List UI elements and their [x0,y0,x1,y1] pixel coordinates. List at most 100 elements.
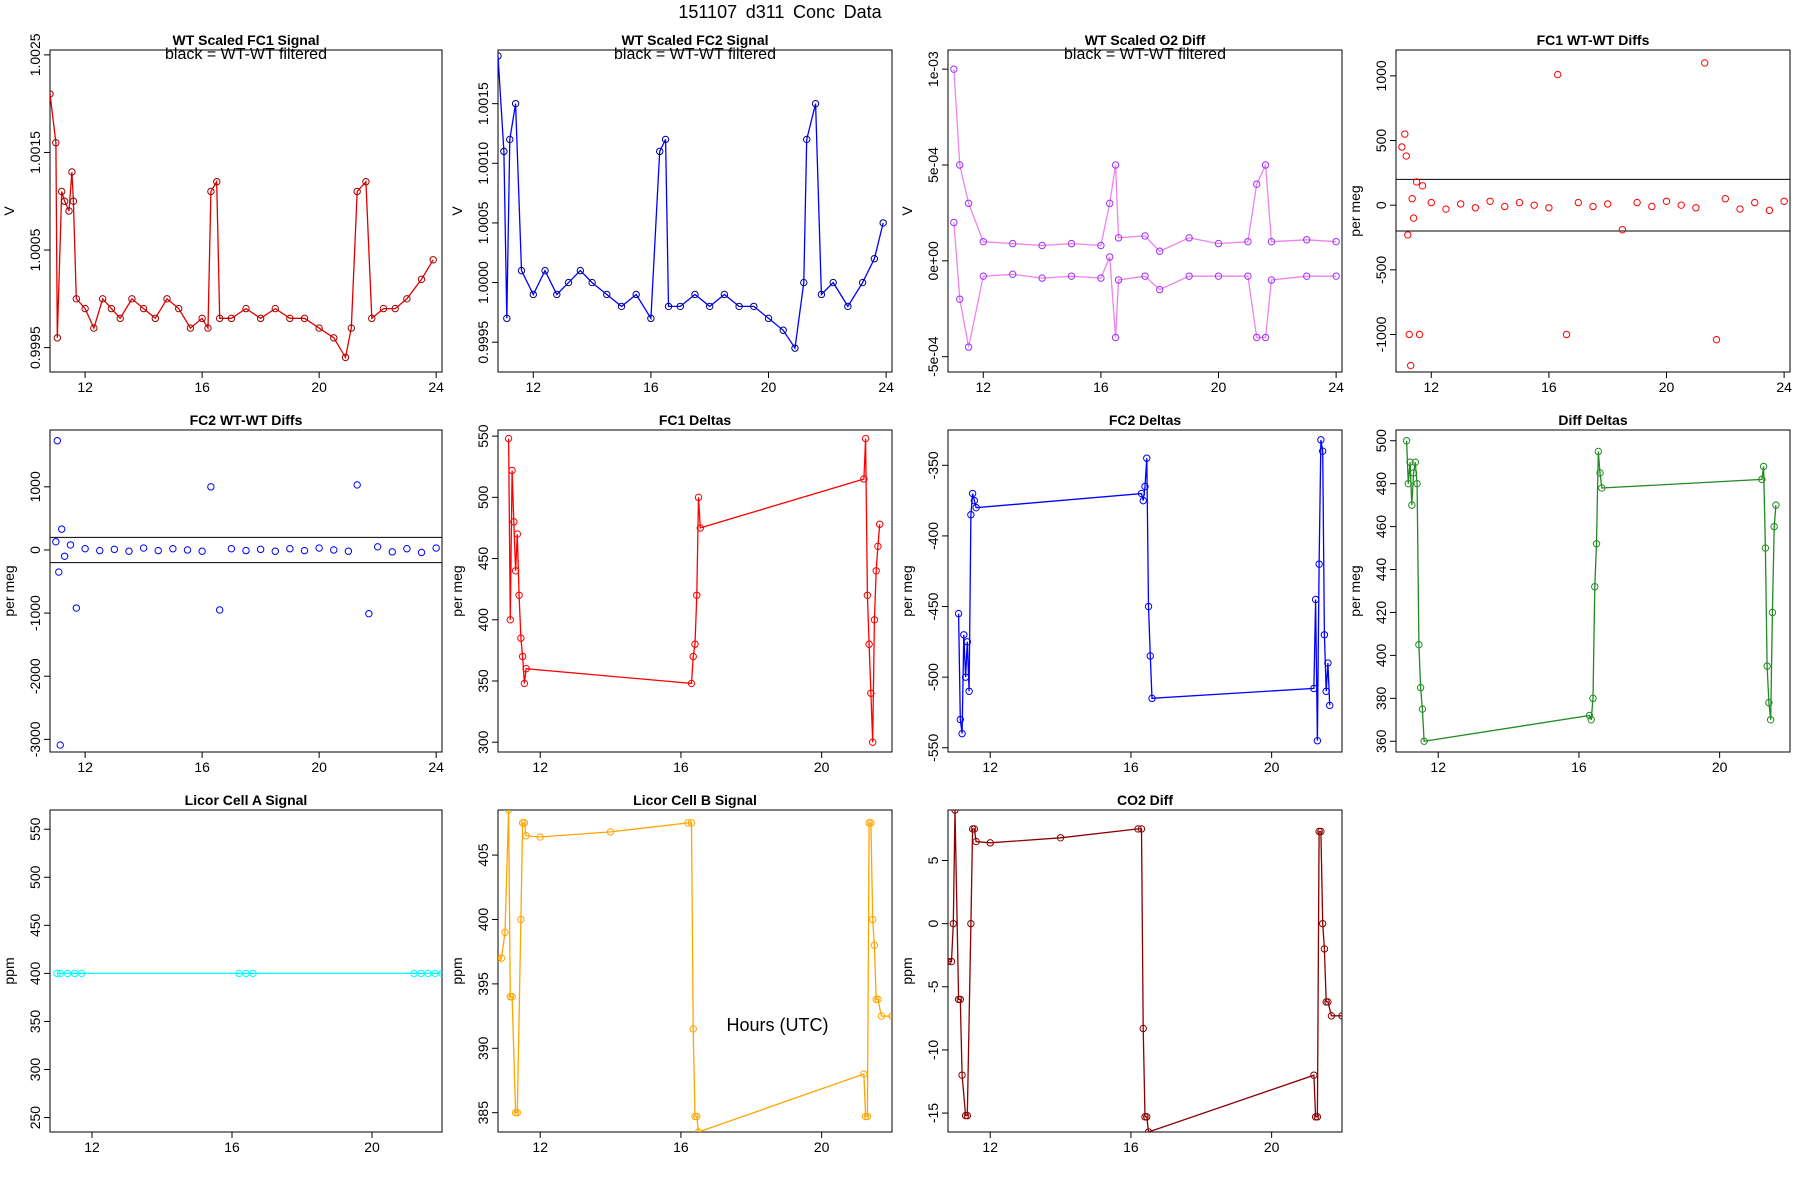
data-point [1411,458,1420,466]
data-point [860,475,868,483]
x-tick-label: 12 [532,1139,548,1155]
data-point [1214,239,1223,248]
data-point [207,483,215,491]
data-point [1067,272,1076,280]
x-tick-label: 16 [224,1139,240,1155]
data-point [844,302,852,311]
x-tick-label: 12 [84,1139,100,1155]
series-line [498,55,884,350]
data-point [858,278,867,287]
data-point [1598,484,1606,492]
data-point [1402,437,1411,445]
series-line [50,93,434,360]
data-point [1244,272,1252,280]
data-point [1415,330,1424,339]
data-point [1471,204,1480,212]
data-point [867,819,875,827]
x-tick-label: 24 [1776,379,1792,395]
x-tick-label: 12 [525,379,541,395]
data-layer [1402,437,1780,745]
data-point [1501,202,1509,211]
data-point [874,542,882,551]
data-point [676,302,684,311]
data-point [1780,197,1788,206]
data-point [1758,475,1766,484]
data-point [429,256,437,264]
data-layer [53,969,442,978]
data-layer [504,434,884,746]
x-tick-label: 20 [1211,379,1227,395]
y-axis-label: per meg [899,565,915,616]
data-point [1097,241,1105,250]
data-point [1185,272,1193,280]
data-point [271,547,279,555]
data-point [1267,276,1276,284]
data-point [431,969,439,978]
data-point [1562,330,1571,339]
data-point [1325,701,1334,710]
data-point [720,290,729,299]
y-tick-label: 350 [475,669,491,693]
data-point [1097,274,1105,282]
chart-title: WT Scaled FC2 Signal [621,32,768,48]
y-tick-label: 550 [27,817,43,841]
y-tick-label: 0.9995 [475,321,491,364]
data-point [1409,469,1418,477]
data-point [1338,1012,1342,1020]
data-point [330,546,338,554]
chart-title: Diff Deltas [1558,412,1627,428]
data-point [81,304,89,313]
x-tick-label: 12 [975,379,991,395]
data-point [1311,595,1320,604]
data-point [963,1111,972,1120]
y-tick-label: 0 [1373,201,1389,209]
data-point [1143,1113,1151,1121]
y-tick-label: -5e-04 [925,336,941,377]
y-tick-label: 1.0005 [27,228,43,271]
data-point [256,545,265,554]
y-tick-label: 1.0005 [475,201,491,244]
data-point [684,819,692,827]
data-point [1318,919,1327,928]
data-point [1418,182,1427,190]
y-tick-label: 0 [925,920,941,928]
y-tick-label: 400 [475,608,491,632]
data-point [948,957,956,966]
data-layer [954,436,1334,745]
data-point [410,969,418,978]
data-point [875,520,884,528]
data-point [867,689,875,697]
data-point [958,1071,966,1079]
data-point [1106,199,1114,208]
data-point [986,839,994,847]
data-point [956,161,964,169]
data-point [110,545,119,554]
data-point [968,489,977,498]
data-point [77,969,86,978]
data-point [520,819,529,827]
data-point [55,568,63,576]
x-tick-label: 16 [643,379,659,395]
data-point [706,302,714,311]
data-point [508,993,516,1001]
data-point [1303,236,1311,244]
data-point [513,530,522,538]
data-point [207,187,215,196]
data-point [958,729,966,738]
y-tick-label: -10 [925,1040,941,1060]
data-point [956,715,965,724]
x-tick-label: 16 [1123,759,1139,775]
data-point [870,941,879,949]
data-layer [950,65,1340,351]
data-point [169,544,177,553]
data-point [1677,201,1685,209]
data-point [1604,200,1612,208]
data-point [1751,198,1759,207]
data-point [950,218,958,227]
data-point [970,496,979,505]
data-point [341,353,350,362]
x-tick-label: 12 [982,1139,998,1155]
data-point [979,272,987,280]
data-point [198,547,206,555]
